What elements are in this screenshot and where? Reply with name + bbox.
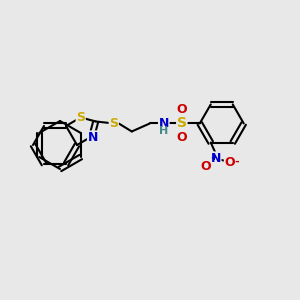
Text: S: S	[109, 117, 118, 130]
Text: S: S	[76, 111, 85, 124]
Text: -: -	[234, 157, 239, 166]
Text: N: N	[211, 152, 221, 165]
Text: N: N	[159, 117, 169, 130]
Text: H: H	[159, 127, 168, 136]
Text: O: O	[200, 160, 211, 173]
Text: S: S	[177, 116, 187, 130]
Text: O: O	[224, 156, 235, 169]
Text: O: O	[176, 103, 187, 116]
Text: +: +	[210, 153, 217, 162]
Text: N: N	[88, 131, 98, 144]
Text: O: O	[176, 131, 187, 144]
